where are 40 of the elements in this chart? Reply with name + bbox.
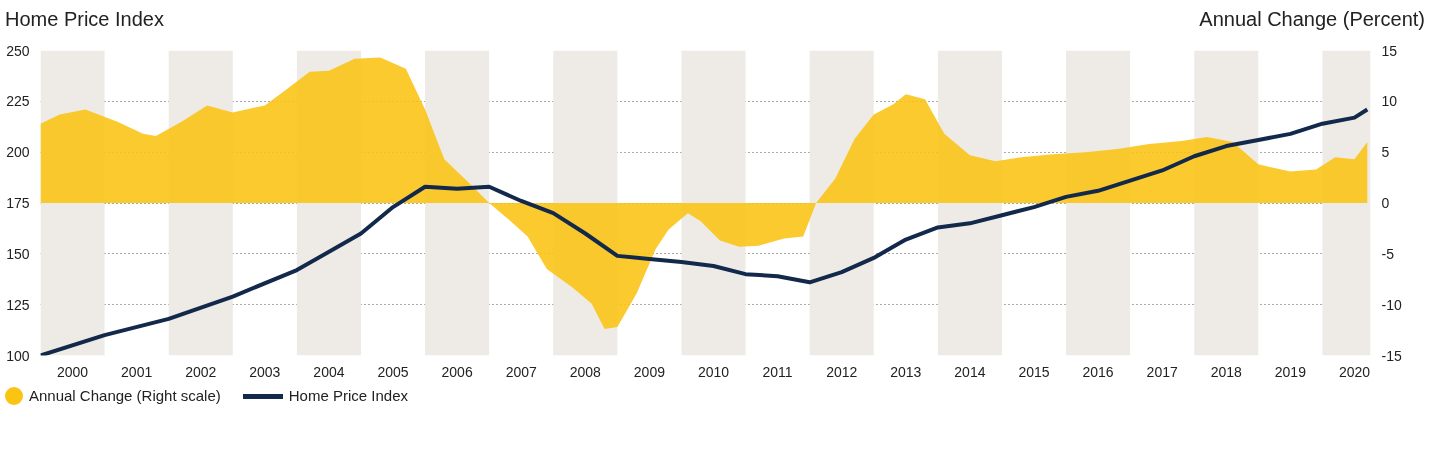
x-tick-label: 2020 [1338,363,1371,380]
x-tick-label: 2005 [377,363,409,380]
y2-tick-label: 5 [1381,144,1390,161]
legend-label: Annual Change (Right scale) [29,387,221,405]
x-tick-label: 2008 [569,363,602,380]
y-axis-title: Home Price Index [5,7,164,32]
x-tick-label: 2014 [954,363,986,380]
x-tick-label: 2006 [441,363,473,380]
y2-tick-label: 10 [1381,93,1398,110]
x-tick-label: 2003 [249,363,281,380]
x-tick-label: 2004 [313,363,345,380]
x-tick-label: 2002 [185,363,217,380]
y2-tick-label: -10 [1381,296,1402,313]
line-series [40,107,1370,356]
x-tick-label: 2009 [633,363,666,380]
y2-axis-title: Annual Change (Percent) [1199,7,1425,32]
x-tick-label: 2016 [1082,363,1114,380]
x-tick-label: 2015 [1018,363,1050,380]
y2-tick-label: -5 [1381,245,1395,262]
x-tick-label: 2017 [1146,363,1178,380]
x-tick-label: 2018 [1210,363,1243,380]
x-tick-label: 2000 [56,363,89,380]
x-tick-label: 2013 [890,363,922,380]
y-tick-label: 150 [6,245,30,262]
x-tick-label: 2007 [505,363,538,380]
legend-label: Home Price Index [288,387,408,405]
x-tick-label: 2001 [121,363,153,380]
y-tick-label: 100 [6,347,30,364]
y2-tick-label: 15 [1381,42,1398,59]
x-tick-label: 2010 [697,363,730,380]
x-tick-label: 2019 [1274,363,1307,380]
y-tick-label: 125 [6,296,30,313]
y-tick-label: 175 [6,195,30,211]
x-tick-label: 2012 [826,363,858,380]
y2-tick-label: 0 [1381,195,1390,211]
y-tick-label: 225 [6,93,30,110]
y2-tick-label: -15 [1381,347,1402,364]
y-tick-label: 200 [6,144,30,161]
x-tick-label: 2011 [762,363,793,380]
y-tick-label: 250 [6,42,30,59]
